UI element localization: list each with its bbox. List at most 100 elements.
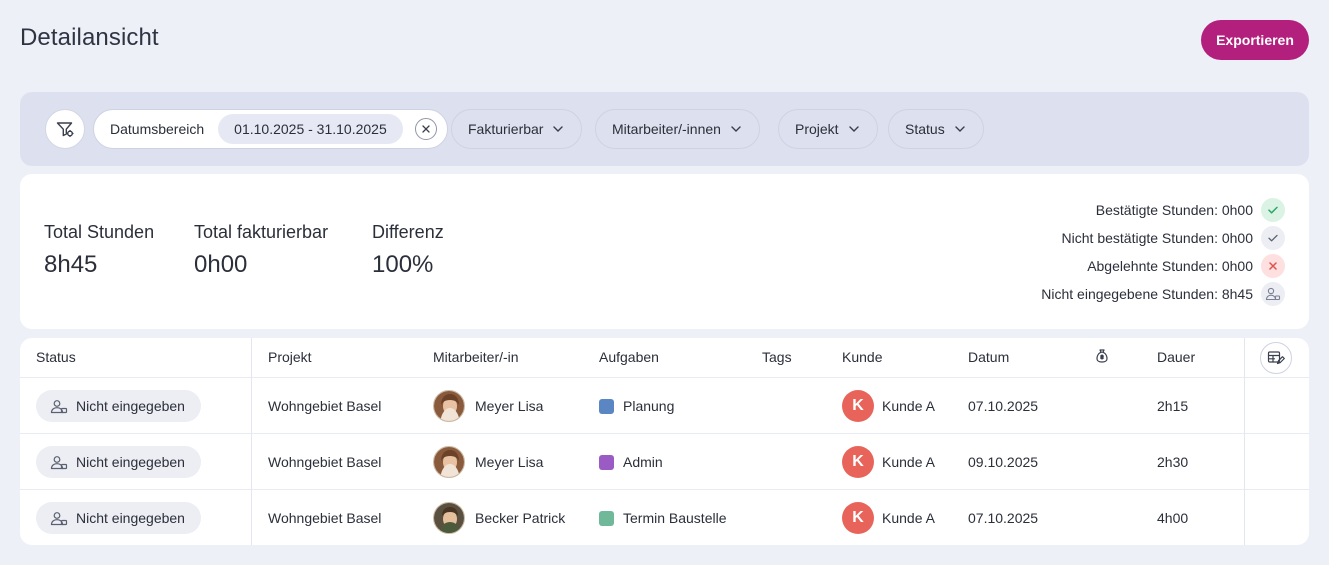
- legend-rejected: Abgelehnte Stunden: 0h00: [1087, 254, 1285, 278]
- legend-not-entered: Nicht eingegebene Stunden: 8h45: [1041, 282, 1285, 306]
- task-color-swatch: [599, 510, 614, 526]
- aufgabe-cell: Admin: [599, 434, 663, 490]
- aufgabe-cell: Planung: [599, 378, 674, 434]
- stat-value: 8h45: [44, 251, 98, 278]
- mitarbeiter-name: Becker Patrick: [475, 510, 566, 526]
- avatar: [433, 446, 465, 478]
- money-bag-icon[interactable]: [1094, 348, 1110, 367]
- header-kunde[interactable]: Kunde: [842, 349, 883, 365]
- column-divider: [1244, 338, 1245, 545]
- clear-date-range-button[interactable]: [414, 118, 437, 140]
- legend-label: Nicht eingegebene Stunden: 8h45: [1041, 286, 1253, 302]
- check-icon: [1261, 198, 1285, 222]
- kunde-name: Kunde A: [882, 454, 935, 470]
- stat-value: 100%: [372, 251, 434, 278]
- header-aufgaben[interactable]: Aufgaben: [599, 349, 659, 365]
- mitarbeiter-name: Meyer Lisa: [475, 454, 544, 470]
- status-cell: Nicht eingegeben: [36, 434, 201, 490]
- kunde-avatar: K: [842, 502, 874, 534]
- legend-unconfirmed: Nicht bestätigte Stunden: 0h00: [1062, 226, 1285, 250]
- row-divider: [20, 489, 1309, 490]
- stat-total-stunden: Total Stunden 8h45: [44, 222, 154, 279]
- row-divider: [20, 433, 1309, 434]
- aufgabe-cell: Termin Baustelle: [599, 490, 727, 545]
- filter-mitarbeiter-label: Mitarbeiter/-innen: [612, 121, 721, 137]
- column-settings-button[interactable]: [1260, 342, 1292, 374]
- chevron-down-icon: [955, 126, 965, 132]
- table-row[interactable]: Nicht eingegeben Wohngebiet Basel Meyer …: [20, 378, 1309, 434]
- avatar: [433, 502, 465, 534]
- row-divider: [20, 377, 1309, 378]
- filter-settings-icon: [56, 122, 74, 138]
- status-text: Nicht eingegeben: [76, 398, 185, 414]
- legend-label: Bestätigte Stunden: 0h00: [1095, 202, 1253, 218]
- user-missing-icon: [50, 511, 68, 525]
- column-divider: [251, 338, 252, 545]
- projekt-cell: Wohngebiet Basel: [268, 398, 382, 414]
- dauer-cell: 2h30: [1157, 454, 1189, 470]
- status-cell: Nicht eingegeben: [36, 490, 201, 545]
- date-range-value[interactable]: 01.10.2025 - 31.10.2025: [218, 114, 403, 144]
- datum-cell: 09.10.2025: [968, 454, 1039, 470]
- dauer-cell: 4h00: [1157, 510, 1189, 526]
- export-button[interactable]: Exportieren: [1201, 20, 1309, 60]
- avatar: [433, 390, 465, 422]
- filter-status[interactable]: Status: [888, 109, 984, 149]
- stat-label: Total Stunden: [44, 222, 155, 242]
- kunde-cell: K Kunde A: [842, 434, 935, 490]
- task-color-swatch: [599, 398, 614, 414]
- mitarbeiter-cell: Becker Patrick: [433, 490, 565, 545]
- legend-label: Nicht bestätigte Stunden: 0h00: [1061, 230, 1253, 246]
- status-pill[interactable]: Nicht eingegeben: [36, 390, 201, 422]
- chevron-down-icon: [553, 126, 564, 132]
- filter-mitarbeiter[interactable]: Mitarbeiter/-innen: [595, 109, 760, 149]
- status-cell: Nicht eingegeben: [36, 378, 201, 434]
- aufgabe-name: Termin Baustelle: [623, 510, 727, 526]
- kunde-name: Kunde A: [882, 510, 935, 526]
- projekt-cell: Wohngebiet Basel: [268, 510, 382, 526]
- chevron-down-icon: [731, 126, 741, 132]
- user-missing-icon: [50, 455, 68, 469]
- stat-value: 0h00: [194, 251, 248, 278]
- kunde-cell: K Kunde A: [842, 378, 935, 434]
- header-datum[interactable]: Datum: [968, 349, 1010, 365]
- header-dauer[interactable]: Dauer: [1157, 349, 1196, 365]
- aufgabe-name: Admin: [623, 454, 663, 470]
- table-row[interactable]: Nicht eingegeben Wohngebiet Basel Meyer …: [20, 434, 1309, 490]
- legend-confirmed: Bestätigte Stunden: 0h00: [1096, 198, 1285, 222]
- stat-label: Total fakturierbar: [194, 222, 329, 242]
- time-entries-table: Status Projekt Mitarbeiter/-in Aufgaben …: [20, 338, 1309, 545]
- chevron-down-icon: [848, 126, 859, 132]
- kunde-name: Kunde A: [882, 398, 935, 414]
- status-pill[interactable]: Nicht eingegeben: [36, 446, 201, 478]
- table-edit-icon: [1267, 351, 1285, 365]
- filter-fakturierbar[interactable]: Fakturierbar: [451, 109, 583, 149]
- summary-card: Total Stunden 8h45 Total fakturierbar 0h…: [20, 174, 1309, 329]
- filter-settings-button[interactable]: [45, 109, 85, 149]
- filter-projekt[interactable]: Projekt: [778, 109, 878, 149]
- status-pill[interactable]: Nicht eingegeben: [36, 502, 201, 534]
- date-range-filter[interactable]: Datumsbereich 01.10.2025 - 31.10.2025: [93, 109, 448, 149]
- stat-total-fakturierbar: Total fakturierbar 0h00: [194, 222, 328, 279]
- kunde-cell: K Kunde A: [842, 490, 935, 545]
- close-icon: [422, 125, 430, 133]
- mitarbeiter-cell: Meyer Lisa: [433, 434, 543, 490]
- projekt-cell: Wohngebiet Basel: [268, 454, 382, 470]
- datum-cell: 07.10.2025: [968, 398, 1039, 414]
- page-title: Detailansicht: [20, 24, 159, 51]
- legend-label: Abgelehnte Stunden: 0h00: [1087, 258, 1253, 274]
- dauer-cell: 2h15: [1157, 398, 1189, 414]
- user-missing-icon: [1261, 282, 1285, 306]
- header-tags[interactable]: Tags: [762, 349, 792, 365]
- close-icon: [1261, 254, 1285, 278]
- filter-fakturierbar-label: Fakturierbar: [468, 121, 544, 137]
- filter-projekt-label: Projekt: [795, 121, 839, 137]
- header-projekt[interactable]: Projekt: [268, 349, 312, 365]
- header-status[interactable]: Status: [36, 349, 76, 365]
- user-missing-icon: [50, 399, 68, 413]
- kunde-avatar: K: [842, 390, 874, 422]
- header-mitarbeiter[interactable]: Mitarbeiter/-in: [433, 349, 519, 365]
- task-color-swatch: [599, 454, 614, 470]
- table-row[interactable]: Nicht eingegeben Wohngebiet Basel Becker…: [20, 490, 1309, 545]
- status-text: Nicht eingegeben: [76, 454, 185, 470]
